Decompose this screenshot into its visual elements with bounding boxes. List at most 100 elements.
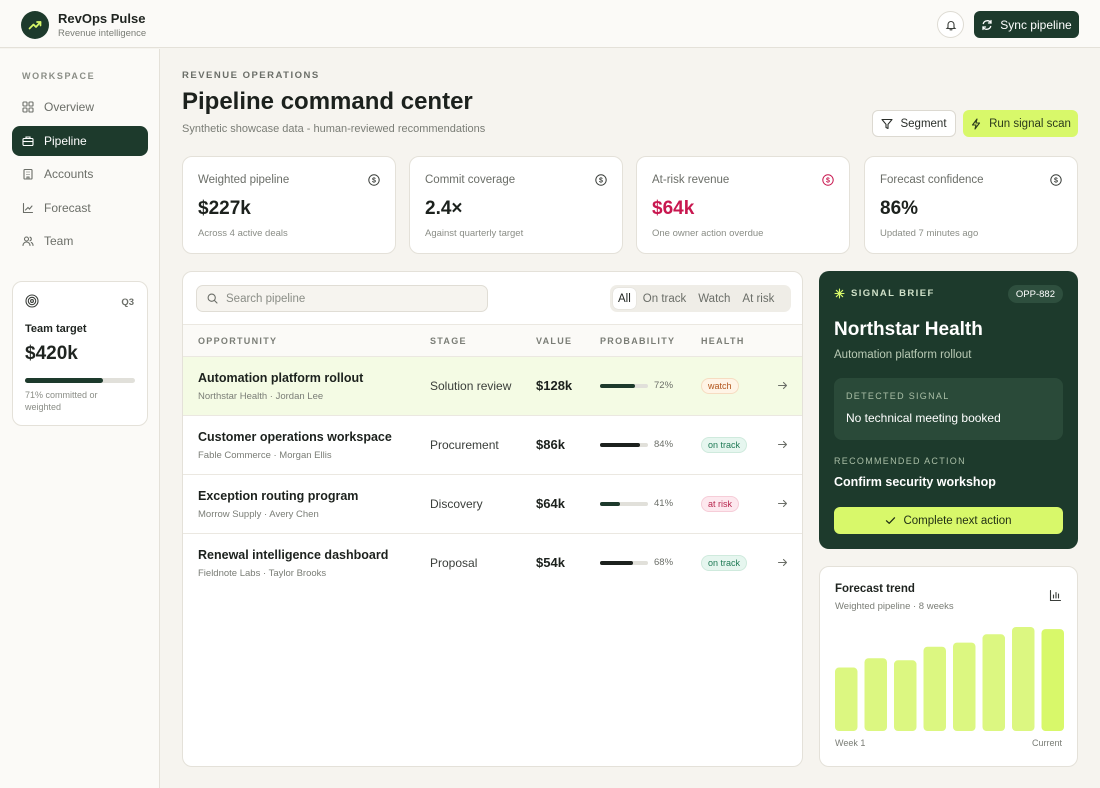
column-header-probability[interactable]: PROBABILITY — [600, 336, 676, 346]
chart-end-label: Current — [1031, 738, 1062, 748]
run-signal-scan-label: Run signal scan — [989, 117, 1071, 130]
health-badge: on track — [701, 437, 748, 453]
sidebar-item-accounts[interactable]: Accounts — [12, 159, 148, 189]
opportunity-value: $128k — [536, 378, 573, 393]
opportunity-name: Exception routing program — [198, 489, 359, 503]
filter-watch[interactable]: Watch — [698, 292, 731, 305]
forecast-trend-title: Forecast trend — [835, 583, 915, 595]
users-icon — [22, 236, 34, 247]
kpi-value: 86% — [880, 198, 919, 219]
run-signal-scan-button[interactable]: Run signal scan — [963, 110, 1078, 137]
probability-bar-fill — [600, 561, 633, 565]
opportunity-stage: Proposal — [430, 556, 478, 570]
search-input[interactable] — [226, 292, 476, 305]
kpi-label: Weighted pipeline — [198, 174, 290, 186]
target-icon — [25, 294, 39, 308]
probability-bar — [600, 561, 648, 565]
probability-bar — [600, 502, 648, 506]
probability-bar — [600, 443, 648, 447]
arrow-right-icon — [777, 558, 788, 567]
sparkle-icon — [834, 288, 845, 299]
sync-pipeline-label: Sync pipeline — [1000, 17, 1072, 32]
arrow-right-icon — [777, 499, 788, 508]
probability-bar-fill — [600, 384, 635, 388]
detected-signal-box: DETECTED SIGNAL No technical meeting boo… — [834, 378, 1063, 440]
pipeline-table-card: All On track Watch At risk OPPORTUNITY S… — [182, 271, 803, 767]
opportunity-value: $86k — [536, 437, 565, 452]
line-chart-icon — [22, 202, 34, 214]
column-header-value[interactable]: VALUE — [536, 336, 573, 346]
sidebar-item-label: Pipeline — [44, 134, 87, 148]
opportunity-value: $54k — [536, 555, 565, 570]
team-target-value: $420k — [25, 343, 78, 364]
dollar-icon: $ — [368, 174, 380, 186]
forecast-trend-subtitle: Weighted pipeline · 8 weeks — [835, 601, 954, 612]
opportunity-value: $64k — [536, 496, 565, 511]
complete-next-action-button[interactable]: Complete next action — [834, 507, 1063, 534]
filter-all[interactable]: All — [613, 288, 636, 309]
health-badge: watch — [701, 378, 739, 394]
svg-text:$: $ — [372, 177, 376, 184]
kpi-note: One owner action overdue — [652, 228, 764, 239]
table-row[interactable]: Exception routing program Morrow Supply … — [183, 475, 802, 534]
sidebar-item-pipeline[interactable]: Pipeline — [12, 126, 148, 156]
trend-bar — [1012, 627, 1035, 731]
trend-bar — [835, 667, 858, 731]
check-icon — [886, 517, 896, 524]
dollar-alert-icon: $ — [822, 174, 834, 186]
svg-text:$: $ — [826, 177, 830, 184]
kpi-label: Commit coverage — [425, 174, 516, 186]
app-subtitle: Revenue intelligence — [58, 28, 147, 39]
bell-icon — [945, 20, 956, 30]
table-row[interactable]: Customer operations workspace Fable Comm… — [183, 416, 802, 475]
team-target-progress — [25, 378, 135, 383]
kpi-note: Updated 7 minutes ago — [880, 228, 979, 239]
kpi-at-risk-revenue: At-risk revenue $ $64k One owner action … — [636, 156, 850, 254]
opportunity-meta: Morrow Supply · Avery Chen — [198, 509, 319, 520]
trend-bar — [864, 658, 887, 731]
sidebar: WORKSPACE Overview Pipeline Accounts For… — [0, 49, 160, 788]
notifications-button[interactable] — [937, 11, 964, 38]
search-icon — [207, 293, 218, 304]
sync-pipeline-button[interactable]: Sync pipeline — [974, 11, 1079, 38]
team-target-card: Q3 Team target $420k 71% committed or we… — [12, 281, 148, 426]
recommended-action-text: Confirm security workshop — [834, 475, 996, 489]
refresh-icon — [982, 19, 992, 30]
filter-icon — [881, 118, 894, 129]
sidebar-item-overview[interactable]: Overview — [12, 92, 148, 122]
search-box[interactable] — [196, 285, 488, 312]
column-header-opportunity[interactable]: OPPORTUNITY — [198, 336, 278, 346]
signal-opportunity-name: Automation platform rollout — [834, 349, 972, 361]
kpi-commit-coverage: Commit coverage $ 2.4× Against quarterly… — [409, 156, 623, 254]
column-header-stage[interactable]: STAGE — [430, 336, 467, 346]
arrow-right-icon — [777, 440, 788, 449]
column-header-health[interactable]: HEALTH — [701, 336, 745, 346]
sidebar-item-forecast[interactable]: Forecast — [12, 193, 148, 223]
table-header: OPPORTUNITY STAGE VALUE PROBABILITY HEAL… — [183, 324, 802, 357]
chart-start-label: Week 1 — [835, 738, 866, 748]
grid-icon — [22, 101, 34, 113]
team-target-note: 71% committed or weighted — [25, 390, 98, 412]
quarter-label: Q3 — [121, 297, 134, 308]
kpi-value: $64k — [652, 198, 695, 219]
filter-on-track[interactable]: On track — [642, 292, 687, 305]
probability-bar — [600, 384, 648, 388]
sidebar-item-team[interactable]: Team — [12, 226, 148, 256]
opportunity-id-badge: OPP-882 — [1007, 285, 1063, 303]
svg-text:$: $ — [599, 177, 603, 184]
segment-label: Segment — [900, 117, 947, 130]
probability-label: 84% — [654, 439, 674, 450]
table-row[interactable]: Automation platform rollout Northstar He… — [183, 357, 802, 416]
health-filter-group: All On track Watch At risk — [610, 285, 791, 312]
forecast-trend-card: Forecast trend Weighted pipeline · 8 wee… — [819, 566, 1078, 767]
filter-at-risk[interactable]: At risk — [742, 292, 775, 305]
detected-signal-text: No technical meeting booked — [846, 411, 1001, 425]
segment-button[interactable]: Segment — [872, 110, 956, 137]
probability-label: 68% — [654, 557, 674, 568]
table-row[interactable]: Renewal intelligence dashboard Fieldnote… — [183, 534, 802, 593]
page-eyebrow: REVENUE OPERATIONS — [182, 70, 320, 81]
kpi-note: Across 4 active deals — [198, 228, 288, 239]
arrow-right-icon — [777, 381, 788, 390]
probability-bar-fill — [600, 502, 620, 506]
kpi-forecast-confidence: Forecast confidence $ 86% Updated 7 minu… — [864, 156, 1078, 254]
